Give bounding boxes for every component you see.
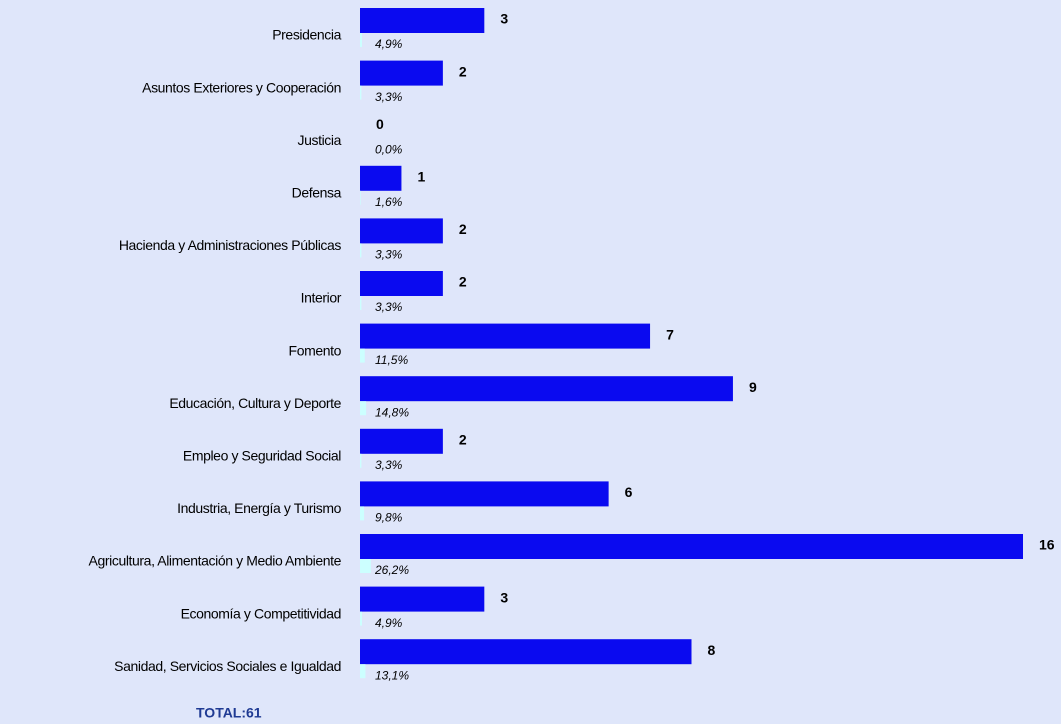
value-label: 2 <box>459 63 467 79</box>
bar <box>360 165 402 191</box>
category-label: Justicia <box>298 132 342 148</box>
category-label: Presidencia <box>272 27 341 43</box>
category-label: Agricultura, Alimentación y Medio Ambien… <box>89 553 342 569</box>
bar <box>360 639 692 665</box>
value-label: 7 <box>666 326 674 342</box>
value-label: 9 <box>749 379 757 395</box>
bar <box>360 534 1023 559</box>
total-label: TOTAL: <box>196 705 246 721</box>
value-label: 8 <box>708 642 716 658</box>
bar <box>360 60 443 86</box>
bar <box>360 586 485 612</box>
percent-label: 13,1% <box>375 668 409 682</box>
bar <box>360 218 443 244</box>
category-label: Educación, Cultura y Deporte <box>169 395 341 411</box>
percent-bar <box>360 190 361 205</box>
percent-label: 9,8% <box>375 511 403 525</box>
category-label: Sanidad, Servicios Sociales e Igualdad <box>114 658 341 674</box>
category-label: Economía y Competitividad <box>181 605 341 621</box>
percent-label: 3,3% <box>375 300 403 314</box>
value-label: 2 <box>459 432 467 448</box>
bar <box>360 481 609 507</box>
percent-bar <box>360 506 365 521</box>
percent-bar <box>360 296 362 310</box>
value-label: 3 <box>500 589 508 605</box>
bar <box>360 8 485 33</box>
bar <box>360 428 443 454</box>
value-label: 3 <box>500 11 508 27</box>
percent-label: 11,5% <box>375 353 408 367</box>
category-label: Hacienda y Administraciones Públicas <box>119 237 342 253</box>
percent-label: 0,0% <box>375 142 403 156</box>
percent-bar <box>360 559 371 573</box>
percent-label: 3,3% <box>375 458 403 472</box>
percent-bar <box>360 348 365 363</box>
percent-bar <box>360 401 367 416</box>
percent-label: 4,9% <box>375 37 403 51</box>
percent-label: 26,2% <box>374 563 409 577</box>
category-label: Asuntos Exteriores y Cooperación <box>142 79 341 95</box>
percent-label: 14,8% <box>375 405 409 419</box>
percent-bar <box>360 664 366 679</box>
percent-label: 3,3% <box>375 90 403 104</box>
value-label: 0 <box>376 116 384 132</box>
category-label: Empleo y Seguridad Social <box>183 448 341 464</box>
value-label: 16 <box>1039 537 1055 553</box>
bar <box>360 323 651 349</box>
category-label: Interior <box>301 290 342 306</box>
percent-bar <box>360 243 362 258</box>
value-label: 1 <box>417 169 425 185</box>
category-label: Fomento <box>289 342 342 358</box>
value-label: 2 <box>459 221 467 237</box>
percent-bar <box>360 85 362 100</box>
category-label: Industria, Energía y Turismo <box>177 500 341 516</box>
percent-bar <box>360 611 363 626</box>
percent-bar <box>360 453 362 468</box>
category-label: Defensa <box>292 185 342 201</box>
bar <box>360 271 443 296</box>
total-value: 61 <box>246 705 262 721</box>
bar <box>360 376 733 402</box>
percent-bar <box>360 33 363 47</box>
value-label: 6 <box>625 484 633 500</box>
percent-label: 4,9% <box>375 616 403 630</box>
percent-label: 1,6% <box>375 195 403 209</box>
value-label: 2 <box>459 274 467 290</box>
percent-label: 3,3% <box>375 248 403 262</box>
